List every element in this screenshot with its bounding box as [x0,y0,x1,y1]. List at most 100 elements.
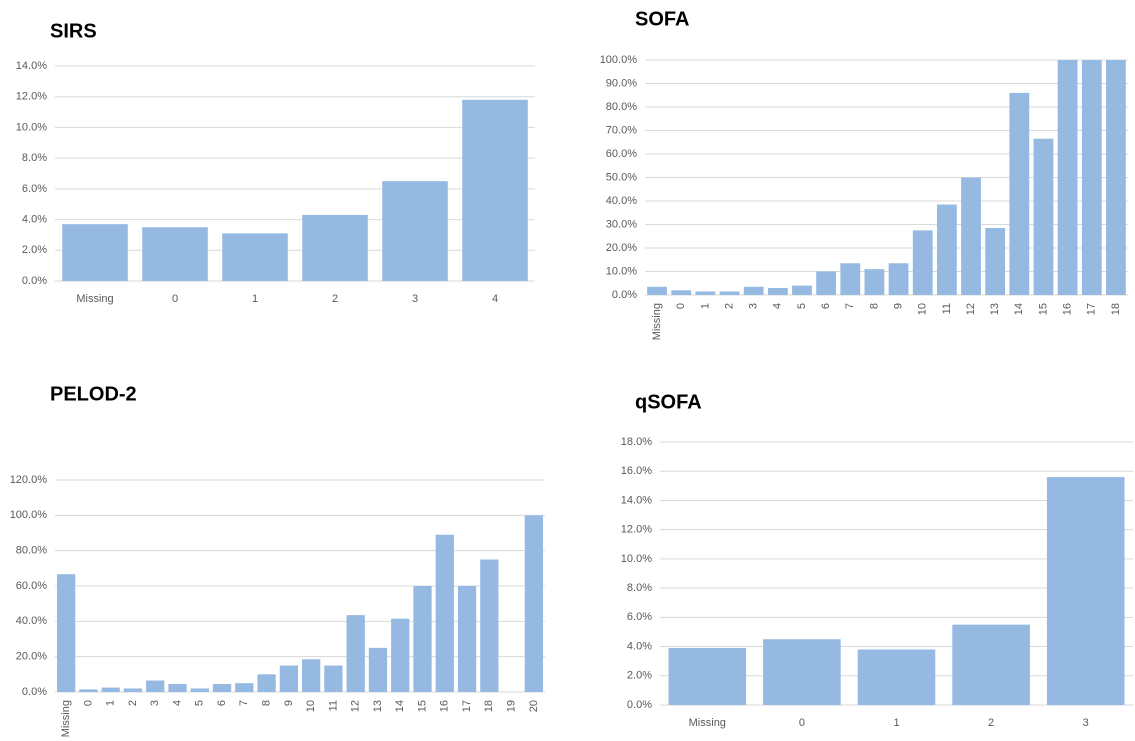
bar [302,214,368,281]
x-tick-label: 8 [868,303,880,309]
x-tick-label: 5 [194,700,206,706]
x-tick-label: 5 [796,303,808,309]
bar [743,286,764,295]
x-tick-label: 2 [723,303,735,309]
bar [961,177,981,295]
bar [1033,138,1054,295]
x-tick-label: 14 [1013,303,1025,315]
y-tick-label: 8.0% [627,582,652,594]
x-tick-label: 3 [748,303,760,309]
y-tick-label: 80.0% [16,545,47,557]
x-tick-label: Missing [60,700,72,737]
chart-title: PELOD-2 [50,383,137,405]
x-tick-label: 17 [1086,303,1098,315]
y-tick-label: 10.0% [16,121,47,133]
bar [763,639,841,705]
y-tick-label: 50.0% [606,171,637,183]
bar [719,291,740,295]
bar [346,615,365,692]
y-tick-label: 16.0% [621,465,652,477]
bar [952,624,1030,705]
x-tick-label: 0 [675,303,687,309]
bar [257,674,276,692]
bar [391,618,410,692]
y-tick-label: 80.0% [606,101,637,113]
bar [382,181,448,281]
bar [435,534,454,692]
y-tick-label: 12.0% [16,91,47,103]
bar [212,684,232,692]
x-tick-label: 18 [1110,303,1122,315]
bar [57,574,76,692]
y-tick-label: 18.0% [621,436,652,448]
x-tick-label: 15 [1037,303,1049,315]
bar [190,688,209,692]
bar [936,204,957,295]
x-tick-label: 9 [283,700,295,706]
y-tick-label: 60.0% [606,148,637,160]
bar [279,665,298,692]
x-tick-label: 6 [216,700,228,706]
y-tick-label: 20.0% [606,242,637,254]
x-tick-label: 14 [394,700,406,712]
x-tick-label: 4 [772,303,784,309]
bar [1106,60,1126,295]
bar [668,648,747,705]
y-tick-label: 0.0% [612,289,637,301]
x-tick-label: 12 [350,700,362,712]
y-tick-label: 30.0% [606,218,637,230]
x-tick-label: 3 [412,293,418,305]
x-tick-label: Missing [76,293,113,305]
x-tick-label: 19 [505,700,517,712]
y-tick-label: 8.0% [22,152,47,164]
x-tick-label: 0 [799,717,805,729]
bar [142,227,208,281]
x-tick-label: 16 [439,700,451,712]
y-tick-label: 14.0% [16,60,47,72]
y-tick-label: 0.0% [22,686,47,698]
x-tick-label: 9 [892,303,904,309]
bar [168,684,187,692]
x-tick-label: 1 [893,717,899,729]
y-tick-label: 10.0% [606,265,637,277]
y-tick-label: 14.0% [621,494,652,506]
x-tick-label: 1 [105,700,117,706]
x-tick-label: 2 [127,700,139,706]
x-tick-label: 11 [941,303,953,314]
x-tick-label: Missing [651,303,663,340]
x-tick-label: 15 [416,700,428,712]
y-tick-label: 6.0% [627,611,652,623]
x-tick-label: 18 [483,700,495,712]
y-tick-label: 70.0% [606,124,637,136]
x-tick-label: 2 [332,293,338,305]
y-tick-label: 4.0% [627,640,652,652]
x-tick-label: 10 [305,700,317,712]
bar [524,515,543,692]
bar [671,290,692,295]
y-tick-label: 100.0% [10,509,48,521]
y-tick-label: 12.0% [621,524,652,536]
x-tick-label: 3 [149,700,161,706]
x-tick-label: 6 [820,303,832,309]
bar [62,224,128,281]
y-tick-label: 2.0% [627,670,652,682]
bar [767,287,788,295]
x-tick-label: 13 [989,303,1001,315]
x-tick-label: 16 [1062,303,1074,315]
x-tick-label: 7 [844,303,856,309]
y-tick-label: 90.0% [606,77,637,89]
y-tick-label: 4.0% [22,213,47,225]
bar [101,687,120,692]
bar [123,688,143,692]
chart-title: SIRS [50,20,97,42]
x-tick-label: 10 [917,303,929,315]
bar [1009,92,1030,296]
bar [462,99,528,282]
bar [302,659,321,692]
bar [857,649,936,705]
y-tick-label: 120.0% [10,474,48,486]
y-tick-label: 20.0% [16,651,47,663]
bar [864,269,885,295]
bar [368,647,388,692]
